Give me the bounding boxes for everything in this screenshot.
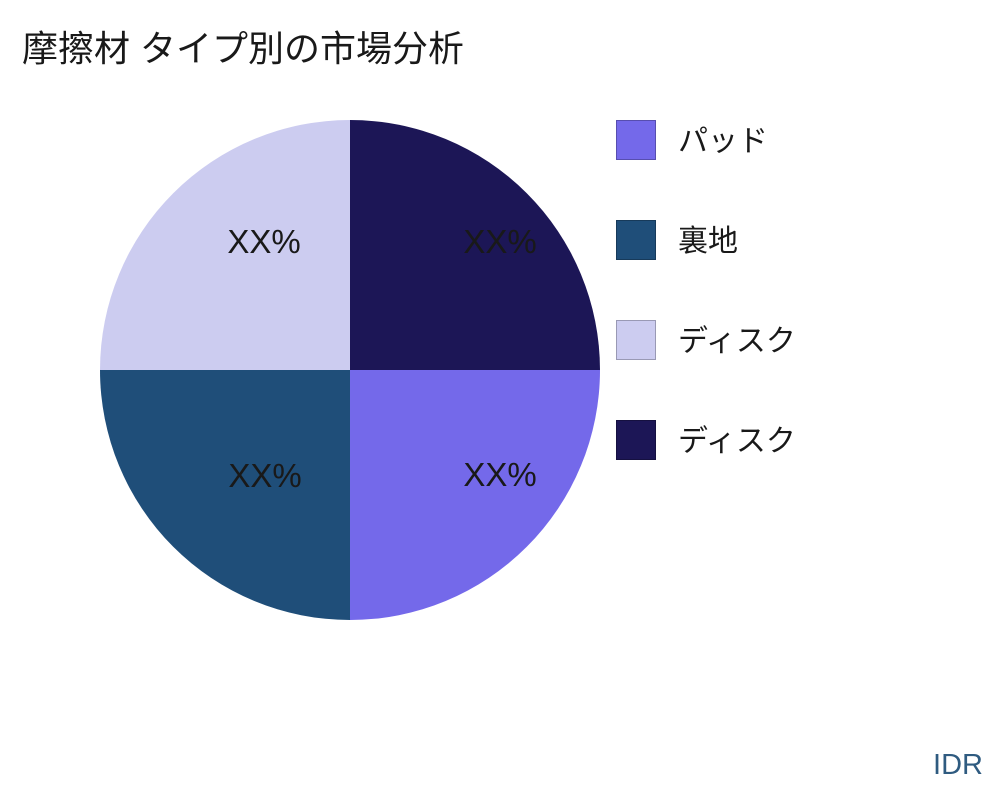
svg-text:XX%: XX% [227, 223, 300, 260]
svg-text:XX%: XX% [463, 456, 536, 493]
svg-text:XX%: XX% [228, 457, 301, 494]
svg-text:XX%: XX% [463, 223, 536, 260]
